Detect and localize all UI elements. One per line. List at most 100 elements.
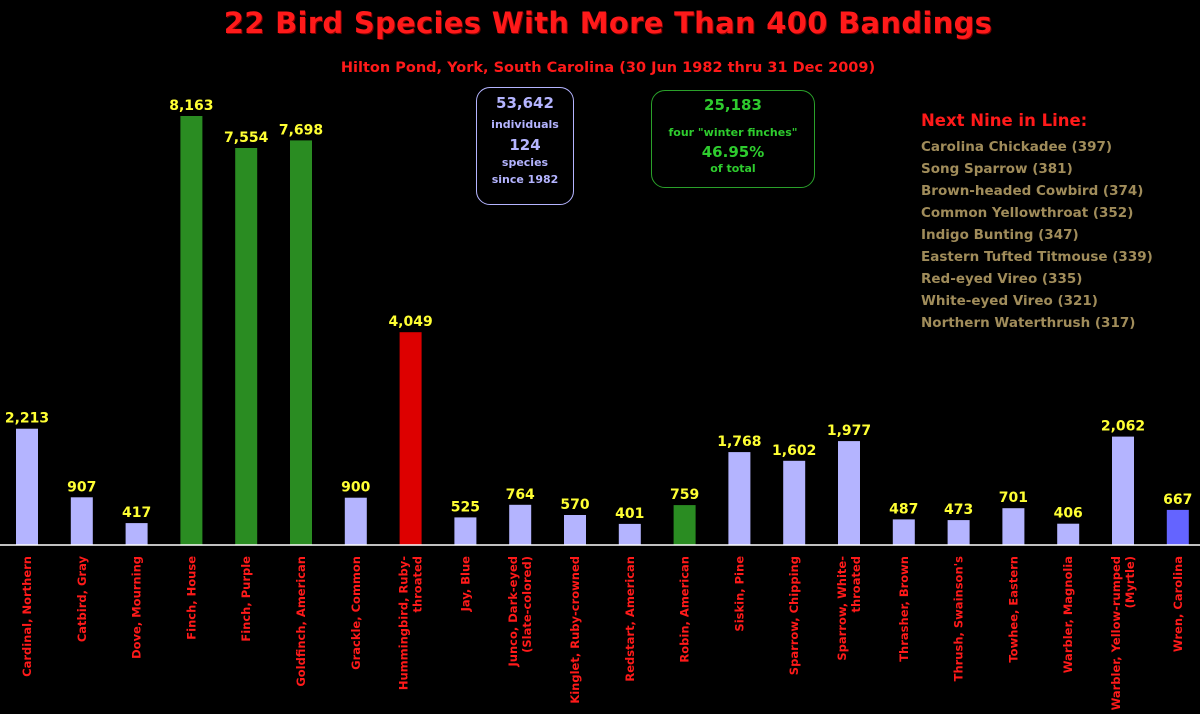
x-tick-label: Jay, Blue (458, 556, 472, 613)
bar (1057, 523, 1080, 545)
bar-value-label: 406 (1054, 506, 1083, 522)
next-nine-item: Eastern Tufted Titmouse (339) (921, 249, 1153, 265)
bar-value-label: 1,602 (772, 443, 816, 459)
bar (564, 515, 586, 545)
chart-subtitle: Hilton Pond, York, South Carolina (30 Ju… (340, 60, 876, 76)
bar (947, 520, 970, 545)
x-tick-label-line: Finch, Purple (239, 556, 253, 642)
bar (1112, 436, 1134, 545)
next-nine-item: Song Sparrow (381) (921, 161, 1073, 177)
totals-annotation-box: 53,642 individuals 124 species since 198… (476, 87, 574, 205)
bar (509, 504, 532, 545)
x-tick-label-line: throated (849, 556, 863, 613)
bar-value-label: 417 (122, 505, 151, 521)
individuals-label: individuals (491, 118, 559, 131)
x-tick-label: Sparrow, Chipping (787, 556, 801, 675)
bar-value-label: 1,977 (827, 423, 871, 439)
bar-value-label: 764 (506, 487, 535, 503)
x-tick-label-line: Sparrow, Chipping (787, 556, 801, 675)
x-tick-label: Kinglet, Ruby-crowned (568, 556, 582, 704)
bar-value-label: 1,768 (717, 434, 761, 450)
next-nine-title: Next Nine in Line: (921, 111, 1088, 130)
x-tick-label: Junco, Dark-eyed (Slate-colored) (506, 556, 534, 667)
x-tick-label: Hummingbird, Ruby-throated (397, 556, 425, 690)
x-tick-label: Grackle, Common (349, 556, 363, 670)
bar (399, 332, 422, 545)
x-tick-label: Wren, Carolina (1171, 556, 1185, 652)
x-tick-label-line: Cardinal, Northern (20, 556, 34, 677)
next-nine-item: Brown-headed Cowbird (374) (921, 183, 1144, 199)
bar-value-label: 401 (615, 506, 644, 522)
bar (892, 519, 915, 545)
bar (838, 441, 860, 545)
x-tick-label: Redstart, American (623, 556, 637, 682)
bar-value-label: 487 (889, 501, 918, 517)
bar-value-label: 759 (670, 487, 699, 503)
bar-value-label: 473 (944, 502, 973, 518)
x-tick-label: Towhee, Eastern (1006, 556, 1020, 663)
bar (344, 497, 367, 545)
x-tick-label-line: Finch, House (184, 556, 198, 640)
x-tick-label-line: (Myrtle) (1123, 556, 1137, 608)
x-tick-label-line: Hummingbird, Ruby- (397, 556, 411, 690)
next-nine-item: Indigo Bunting (347) (921, 227, 1079, 243)
x-tick-label-line: Junco, Dark-eyed (506, 556, 520, 667)
x-tick-label: Dove, Mourning (130, 556, 144, 659)
bar-value-label: 8,163 (169, 98, 213, 114)
next-nine-item: White-eyed Vireo (321) (921, 293, 1098, 309)
x-tick-label-line: Jay, Blue (458, 556, 472, 613)
x-tick-label: Sparrow, White-throated (835, 556, 863, 661)
bar-value-label: 2,062 (1101, 419, 1145, 435)
bar (125, 523, 148, 545)
x-tick-label-line: Kinglet, Ruby-crowned (568, 556, 582, 704)
x-tick-label-line: Redstart, American (623, 556, 637, 682)
x-tick-label: Thrasher, Brown (897, 556, 911, 662)
bar-value-label: 900 (341, 480, 370, 496)
bar (70, 497, 93, 545)
bar (290, 140, 312, 545)
x-tick-label: Goldfinch, American (294, 556, 308, 687)
x-tick-label-line: Warbler, Magnolia (1061, 556, 1075, 673)
bar (673, 505, 696, 545)
x-tick-label-line: Siskin, Pine (732, 556, 746, 632)
x-tick-label: Robin, American (678, 556, 692, 663)
x-tick-label-line: Warbler, Yellow-rumped (1109, 556, 1123, 710)
next-nine-item: Carolina Chickadee (397) (921, 139, 1113, 155)
next-nine-item: Common Yellowthroat (352) (921, 205, 1134, 221)
species-count: 124 (509, 136, 541, 154)
bar-value-label: 2,213 (5, 411, 49, 427)
bar (1166, 509, 1189, 545)
winter-finches-annotation-box: 25,183 four "winter finches" 46.95% of t… (651, 90, 815, 188)
next-nine-list: Next Nine in Line: Carolina Chickadee (3… (921, 111, 1153, 334)
bar (235, 148, 258, 545)
x-tick-label: Warbler, Magnolia (1061, 556, 1075, 673)
bar-value-label: 4,049 (388, 314, 432, 330)
x-tick-label: Cardinal, Northern (20, 556, 34, 677)
x-tick-label-line: Grackle, Common (349, 556, 363, 670)
x-tick-label: Finch, House (184, 556, 198, 640)
bar-value-label: 7,698 (279, 122, 323, 138)
x-tick-label-line: Wren, Carolina (1171, 556, 1185, 652)
bar-value-label: 701 (999, 490, 1028, 506)
bar-value-label: 570 (560, 497, 589, 513)
bar (180, 116, 203, 545)
x-tick-label: Catbird, Gray (75, 556, 89, 643)
x-tick-label-line: (Slate-colored) (520, 556, 534, 653)
x-tick-label-line: Robin, American (678, 556, 692, 663)
x-tick-label-line: Thrasher, Brown (897, 556, 911, 662)
x-tick-label: Finch, Purple (239, 556, 253, 642)
x-tick-label: Siskin, Pine (732, 556, 746, 632)
x-tick-label-line: throated (411, 556, 425, 613)
x-tick-label-line: Thrush, Swainson's (952, 556, 966, 682)
x-tick-label: Thrush, Swainson's (952, 556, 966, 682)
bar-value-label: 7,554 (224, 130, 269, 146)
bar (618, 523, 641, 545)
bar (783, 460, 806, 545)
species-label: species (501, 156, 549, 169)
since-label: since 1982 (491, 173, 559, 186)
bar-value-label: 525 (451, 499, 480, 515)
x-tick-label-line: Sparrow, White- (835, 556, 849, 661)
winter-finches-percent: 46.95% (701, 143, 765, 161)
